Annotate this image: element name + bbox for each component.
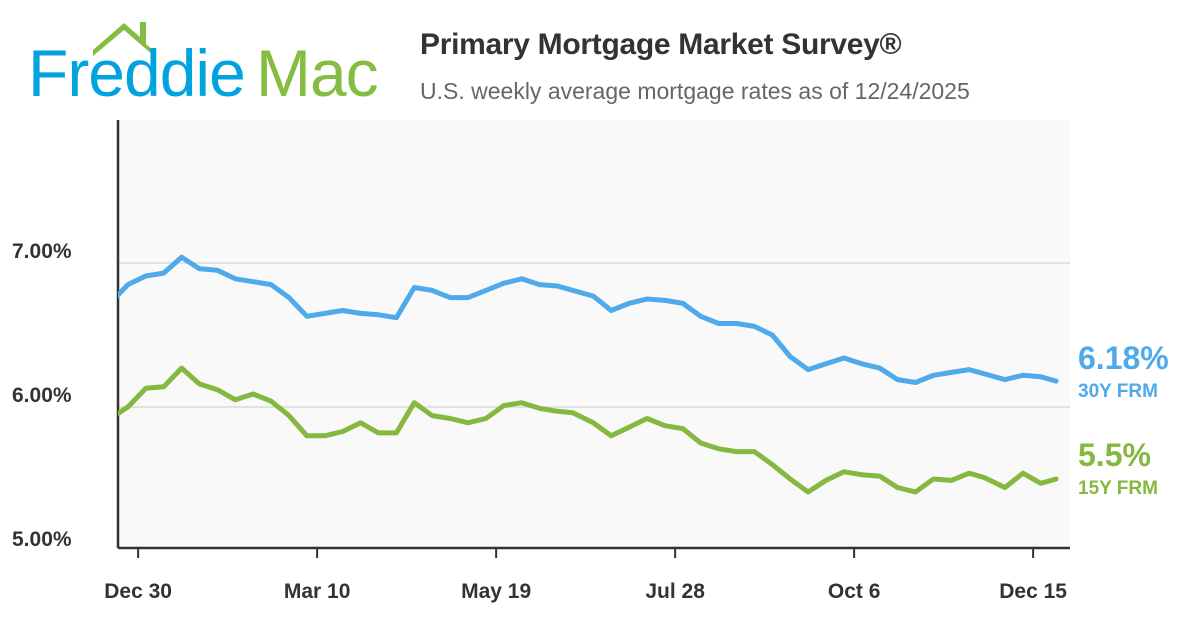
frm30-latest-value: 6.18%: [1078, 340, 1169, 376]
x-tick-label: Dec 15: [999, 580, 1067, 603]
series-line-15y: [118, 365, 1059, 495]
x-tick-label: Oct 6: [828, 580, 881, 603]
x-tick-label: May 19: [461, 580, 531, 603]
frm15-label: 15Y FRM: [1078, 478, 1158, 499]
frm15-latest-value: 5.5%: [1078, 437, 1151, 473]
plot-background: [118, 120, 1070, 548]
chart-subtitle: U.S. weekly average mortgage rates as of…: [420, 78, 970, 104]
x-tick-label: Jul 28: [645, 580, 705, 603]
y-tick-label: 5.00%: [12, 528, 72, 551]
x-tick-label: Dec 30: [104, 580, 172, 603]
frm30-label: 30Y FRM: [1078, 381, 1158, 402]
y-tick-label: 7.00%: [12, 240, 72, 263]
series-line-30y: [118, 254, 1059, 385]
svg-text:Mac: Mac: [256, 36, 378, 104]
chart-title: Primary Mortgage Market Survey®: [420, 28, 902, 61]
svg-text:Freddie: Freddie: [28, 36, 245, 104]
x-tick-label: Mar 10: [284, 580, 351, 603]
freddie-mac-logo: Freddie Mac: [28, 22, 379, 104]
y-tick-label: 6.00%: [12, 384, 72, 407]
